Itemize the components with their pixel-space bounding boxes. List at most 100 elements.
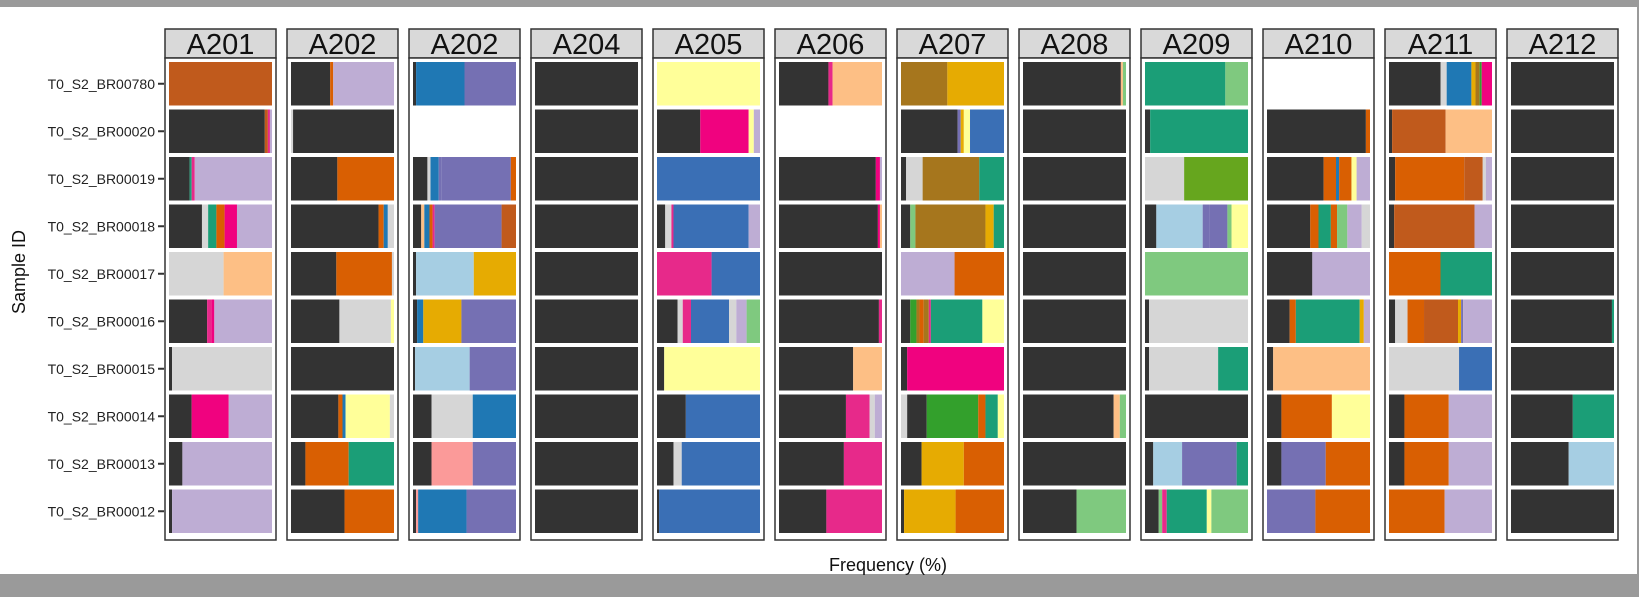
bar-segment xyxy=(901,252,955,296)
bar-segment xyxy=(291,109,294,153)
bar-segment xyxy=(954,252,1004,296)
bar-segment xyxy=(665,204,672,248)
bar-segment xyxy=(901,394,908,438)
bar-segment xyxy=(963,442,1004,486)
bottom-border xyxy=(0,574,1639,597)
bar-segment xyxy=(1166,489,1207,533)
bar-segment xyxy=(413,252,417,296)
bar-segment xyxy=(1511,489,1614,533)
bar-segment xyxy=(657,347,665,391)
bar-segment xyxy=(1511,347,1614,391)
bar-segment xyxy=(1336,157,1340,201)
bar-segment xyxy=(1365,109,1370,153)
facet-label: A202 xyxy=(309,29,377,61)
bar-segment xyxy=(1119,394,1126,438)
bar-segment xyxy=(690,299,730,343)
bar-segment xyxy=(1145,62,1226,106)
bar-segment xyxy=(208,204,217,248)
bar-segment xyxy=(431,442,473,486)
bar-segment xyxy=(1359,299,1364,343)
bar-segment xyxy=(1389,489,1445,533)
bar-segment xyxy=(267,109,270,153)
bar-segment xyxy=(1023,394,1114,438)
y-tick-label: T0_S2_BR00019 xyxy=(48,171,156,187)
bar-segment xyxy=(879,157,882,201)
bar-segment xyxy=(348,442,394,486)
bar-segment xyxy=(501,204,516,248)
bar-segment xyxy=(779,442,844,486)
bar-segment xyxy=(473,252,516,296)
bar-segment xyxy=(1389,62,1441,106)
bar-segment xyxy=(657,252,712,296)
bar-segment xyxy=(466,489,516,533)
facet-strip xyxy=(286,28,399,59)
bar-segment xyxy=(930,299,983,343)
bar-segment xyxy=(1023,157,1126,201)
facet-panel: A204 xyxy=(530,28,643,541)
bar-segment xyxy=(955,489,1004,533)
y-tick-label: T0_S2_BR00015 xyxy=(48,361,156,377)
bar-segment xyxy=(1145,252,1248,296)
bar-segment xyxy=(416,489,419,533)
bar-segment xyxy=(1394,204,1475,248)
bar-segment xyxy=(779,62,829,106)
bar-segment xyxy=(1479,62,1482,106)
bar-segment xyxy=(416,62,465,106)
bar-segment xyxy=(1156,204,1203,248)
bar-segment xyxy=(916,299,920,343)
bar-segment xyxy=(923,299,929,343)
bar-segment xyxy=(1231,204,1248,248)
bar-segment xyxy=(431,394,473,438)
bar-segment xyxy=(510,157,516,201)
bar-segment xyxy=(1444,489,1492,533)
bar-segment xyxy=(1395,299,1408,343)
bar-segment xyxy=(1389,347,1460,391)
bar-segment xyxy=(901,347,908,391)
bar-segment xyxy=(957,109,961,153)
bar-segment xyxy=(904,489,956,533)
bar-segment xyxy=(1325,442,1370,486)
facet-strip xyxy=(530,28,643,59)
bar-segment xyxy=(432,204,435,248)
bar-segment xyxy=(901,157,907,201)
bar-segment xyxy=(685,394,760,438)
bar-segment xyxy=(438,157,442,201)
bar-segment xyxy=(1145,489,1159,533)
bar-segment xyxy=(753,109,760,153)
bar-segment xyxy=(1145,442,1154,486)
bar-segment xyxy=(464,62,516,106)
bar-segment xyxy=(659,489,760,533)
bar-segment xyxy=(748,204,760,248)
bar-segment xyxy=(1315,489,1370,533)
bar-segment xyxy=(906,157,923,201)
bar-segment xyxy=(700,109,749,153)
bar-segment xyxy=(1289,299,1296,343)
bar-segment xyxy=(1295,299,1360,343)
bar-segment xyxy=(291,157,338,201)
facet-label: A201 xyxy=(187,29,255,61)
facet-panel: A202 xyxy=(286,28,399,541)
bar-segment xyxy=(970,109,1004,153)
bar-segment xyxy=(424,204,430,248)
bar-segment xyxy=(928,299,931,343)
bar-segment xyxy=(535,109,638,153)
facet-strip xyxy=(408,28,521,59)
bar-segment xyxy=(1281,394,1332,438)
bar-segment xyxy=(1023,299,1126,343)
bar-segment xyxy=(853,347,882,391)
bar-segment xyxy=(172,489,272,533)
bar-segment xyxy=(779,299,879,343)
bar-segment xyxy=(169,347,173,391)
bar-segment xyxy=(729,299,737,343)
bar-segment xyxy=(657,157,760,201)
bar-segment xyxy=(1458,299,1462,343)
bar-segment xyxy=(1471,62,1476,106)
bar-segment xyxy=(413,347,416,391)
bar-segment xyxy=(657,489,660,533)
bar-segment xyxy=(926,394,979,438)
bar-segment xyxy=(339,299,391,343)
bar-segment xyxy=(211,299,215,343)
bar-segment xyxy=(201,204,209,248)
bar-segment xyxy=(1209,204,1228,248)
